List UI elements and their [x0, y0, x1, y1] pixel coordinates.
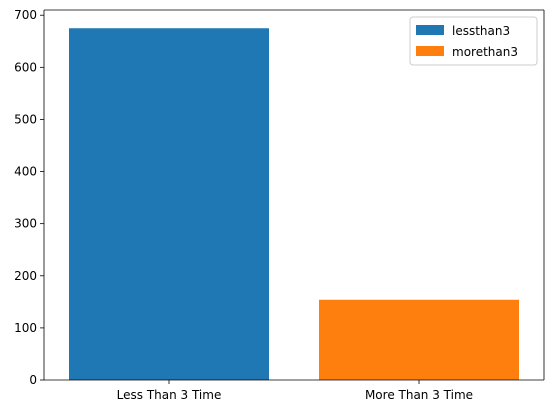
- bar-lessthan3: [69, 28, 269, 380]
- y-tick-label: 0: [29, 373, 37, 387]
- x-tick-label: More Than 3 Time: [365, 388, 473, 402]
- y-tick-label: 200: [14, 269, 37, 283]
- bar-morethan3: [319, 299, 519, 380]
- y-tick-label: 300: [14, 217, 37, 231]
- y-tick-label: 600: [14, 60, 37, 74]
- y-tick-label: 500: [14, 112, 37, 126]
- y-tick-label: 400: [14, 165, 37, 179]
- legend-swatch-morethan3: [416, 46, 444, 56]
- bars-group: [69, 28, 519, 380]
- legend-swatch-lessthan3: [416, 25, 444, 35]
- legend-label-lessthan3: lessthan3: [452, 24, 510, 38]
- legend-label-morethan3: morethan3: [452, 45, 518, 59]
- legend: lessthan3 morethan3: [409, 16, 538, 66]
- axes-group: 0 100 200 300 400 500 600 700 Less Than 3 Time Mo…: [14, 8, 545, 402]
- x-tick-label: Less Than 3 Time: [117, 388, 222, 402]
- y-tick-label: 700: [14, 8, 37, 22]
- y-tick-label: 100: [14, 321, 37, 335]
